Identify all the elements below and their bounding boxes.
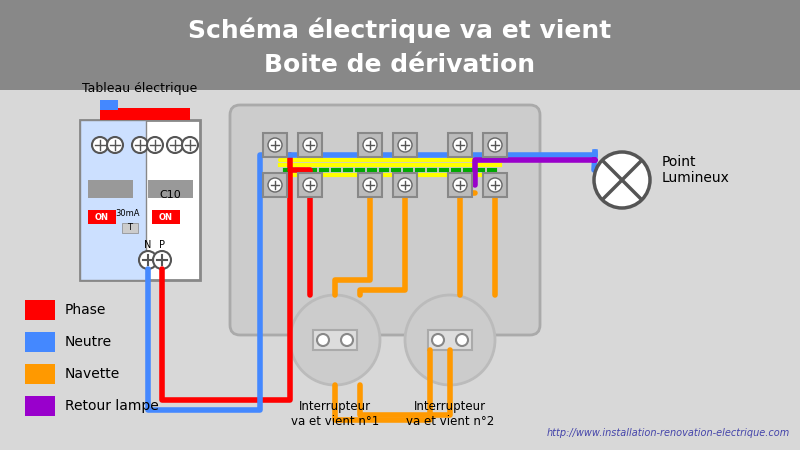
Bar <box>263 133 287 157</box>
Circle shape <box>303 138 317 152</box>
Bar <box>152 210 180 224</box>
Bar <box>100 108 190 120</box>
Bar <box>483 173 507 197</box>
Circle shape <box>594 152 650 208</box>
Text: Phase: Phase <box>65 303 106 317</box>
Bar <box>298 173 322 197</box>
Bar <box>25 396 55 416</box>
Circle shape <box>456 334 468 346</box>
Circle shape <box>363 178 377 192</box>
Text: Retour lampe: Retour lampe <box>65 399 158 413</box>
Bar <box>298 133 322 157</box>
Text: Neutre: Neutre <box>65 335 112 349</box>
Bar <box>448 133 472 157</box>
Bar <box>393 173 417 197</box>
FancyBboxPatch shape <box>230 105 540 335</box>
Bar <box>88 210 116 224</box>
Circle shape <box>453 138 467 152</box>
Bar <box>25 332 55 352</box>
Bar <box>80 120 146 280</box>
Bar <box>483 133 507 157</box>
Text: Tableau électrique: Tableau électrique <box>82 82 198 95</box>
Text: Point
Lumineux: Point Lumineux <box>662 155 730 185</box>
Text: C10: C10 <box>159 190 181 200</box>
Bar <box>358 173 382 197</box>
Bar <box>148 180 193 198</box>
Circle shape <box>92 137 108 153</box>
Circle shape <box>132 137 148 153</box>
Circle shape <box>107 137 123 153</box>
Circle shape <box>303 178 317 192</box>
Text: ON: ON <box>95 212 109 221</box>
Bar <box>25 300 55 320</box>
Text: Boite de dérivation: Boite de dérivation <box>265 53 535 77</box>
Text: http://www.installation-renovation-electrique.com: http://www.installation-renovation-elect… <box>546 428 790 438</box>
Circle shape <box>405 295 495 385</box>
Text: T: T <box>127 224 133 233</box>
Circle shape <box>398 178 412 192</box>
Text: Interrupteur
va et vient n°1: Interrupteur va et vient n°1 <box>291 400 379 428</box>
Bar <box>88 180 133 198</box>
Circle shape <box>139 251 157 269</box>
Circle shape <box>268 138 282 152</box>
Bar <box>80 120 200 280</box>
Circle shape <box>488 178 502 192</box>
Text: Navette: Navette <box>65 367 120 381</box>
Circle shape <box>290 295 380 385</box>
Text: ON: ON <box>159 212 173 221</box>
Text: 30mA: 30mA <box>116 208 140 217</box>
Text: P: P <box>159 240 165 250</box>
Circle shape <box>488 138 502 152</box>
Text: Schéma électrique va et vient: Schéma électrique va et vient <box>188 17 612 43</box>
Circle shape <box>363 138 377 152</box>
Circle shape <box>453 178 467 192</box>
Bar <box>393 133 417 157</box>
Bar <box>25 364 55 384</box>
Text: N: N <box>144 240 152 250</box>
Bar <box>122 223 138 233</box>
Bar <box>100 100 118 110</box>
Circle shape <box>268 178 282 192</box>
Circle shape <box>153 251 171 269</box>
Bar <box>263 173 287 197</box>
Circle shape <box>317 334 329 346</box>
Circle shape <box>398 138 412 152</box>
Bar <box>313 330 357 350</box>
Circle shape <box>182 137 198 153</box>
Circle shape <box>432 334 444 346</box>
Bar <box>358 133 382 157</box>
Circle shape <box>341 334 353 346</box>
Circle shape <box>147 137 163 153</box>
Bar <box>428 330 472 350</box>
Circle shape <box>167 137 183 153</box>
Bar <box>448 173 472 197</box>
Text: Interrupteur
va et vient n°2: Interrupteur va et vient n°2 <box>406 400 494 428</box>
Bar <box>0 0 800 90</box>
